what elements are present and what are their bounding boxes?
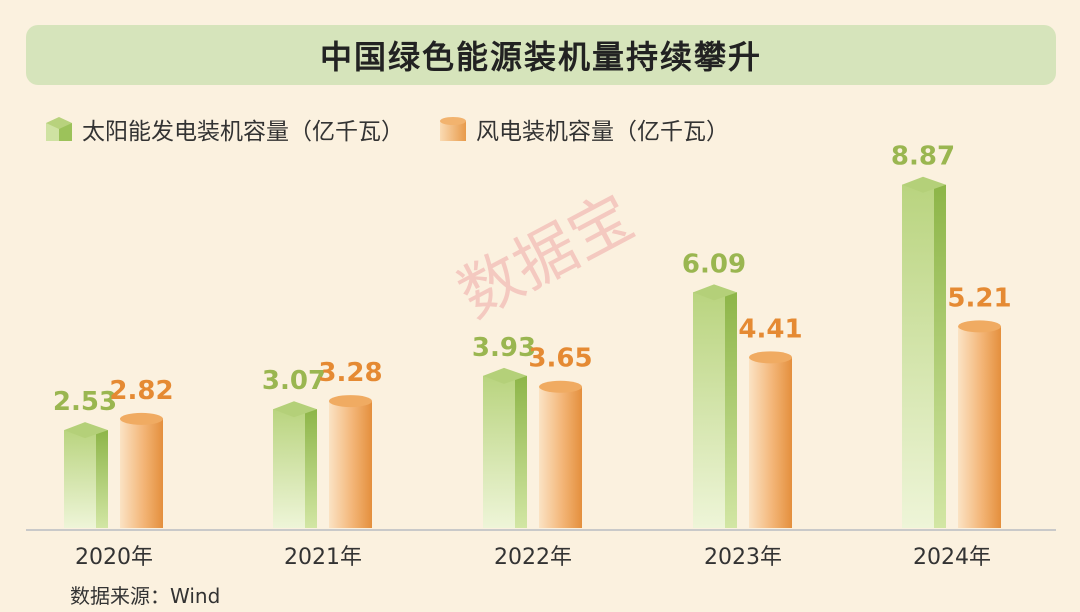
label-wind-1: 3.28 (318, 358, 382, 388)
label-solar-3: 6.09 (682, 249, 746, 279)
bar-wind-1 (329, 395, 372, 528)
label-solar-4: 8.87 (891, 142, 955, 172)
bar-solar-3 (693, 284, 737, 528)
label-wind-4: 5.21 (947, 283, 1011, 313)
x-tick-label-0: 2020年 (75, 545, 153, 570)
x-tick-label-3: 2023年 (704, 545, 782, 570)
label-wind-0: 2.82 (109, 376, 173, 406)
legend-label-solar: 太阳能发电装机容量（亿千瓦） (82, 119, 404, 145)
x-tick-label-4: 2024年 (913, 545, 991, 570)
legend: 太阳能发电装机容量（亿千瓦） 风电装机容量（亿千瓦） (44, 112, 763, 146)
bar-solar-4 (902, 176, 946, 528)
solar-legend-icon (46, 117, 72, 141)
label-wind-3: 4.41 (738, 314, 802, 344)
bar-wind-0 (120, 412, 163, 528)
bar-solar-2 (483, 367, 527, 528)
bars-layer: 2.532.82 3.073.28 3.933.65 6.09 4.41 8.87 5.21 (53, 142, 1012, 528)
label-solar-1: 3.07 (262, 366, 326, 396)
label-solar-2: 3.93 (472, 333, 536, 363)
label-solar-0: 2.53 (53, 387, 117, 417)
x-axis-labels: 2020年 2021年 2022年 2023年 2024年 (75, 545, 991, 570)
chart-title: 中国绿色能源装机量持续攀升 (319, 38, 762, 76)
source-note: 数据来源：Wind (70, 584, 221, 608)
x-tick-label-1: 2021年 (284, 545, 362, 570)
legend-item-solar: 太阳能发电装机容量（亿千瓦） (44, 112, 404, 146)
title-banner: 中国绿色能源装机量持续攀升 (26, 25, 1056, 85)
label-wind-2: 3.65 (528, 344, 592, 374)
x-tick-label-2: 2022年 (494, 545, 572, 570)
bar-wind-4 (958, 320, 1001, 528)
wind-legend-icon (440, 117, 466, 141)
legend-label-wind: 风电装机容量（亿千瓦） (476, 119, 729, 145)
legend-item-wind: 风电装机容量（亿千瓦） (438, 112, 729, 146)
bar-wind-2 (539, 380, 582, 528)
bar-solar-0 (64, 422, 108, 528)
bar-wind-3 (749, 351, 792, 528)
bar-solar-1 (273, 401, 317, 528)
